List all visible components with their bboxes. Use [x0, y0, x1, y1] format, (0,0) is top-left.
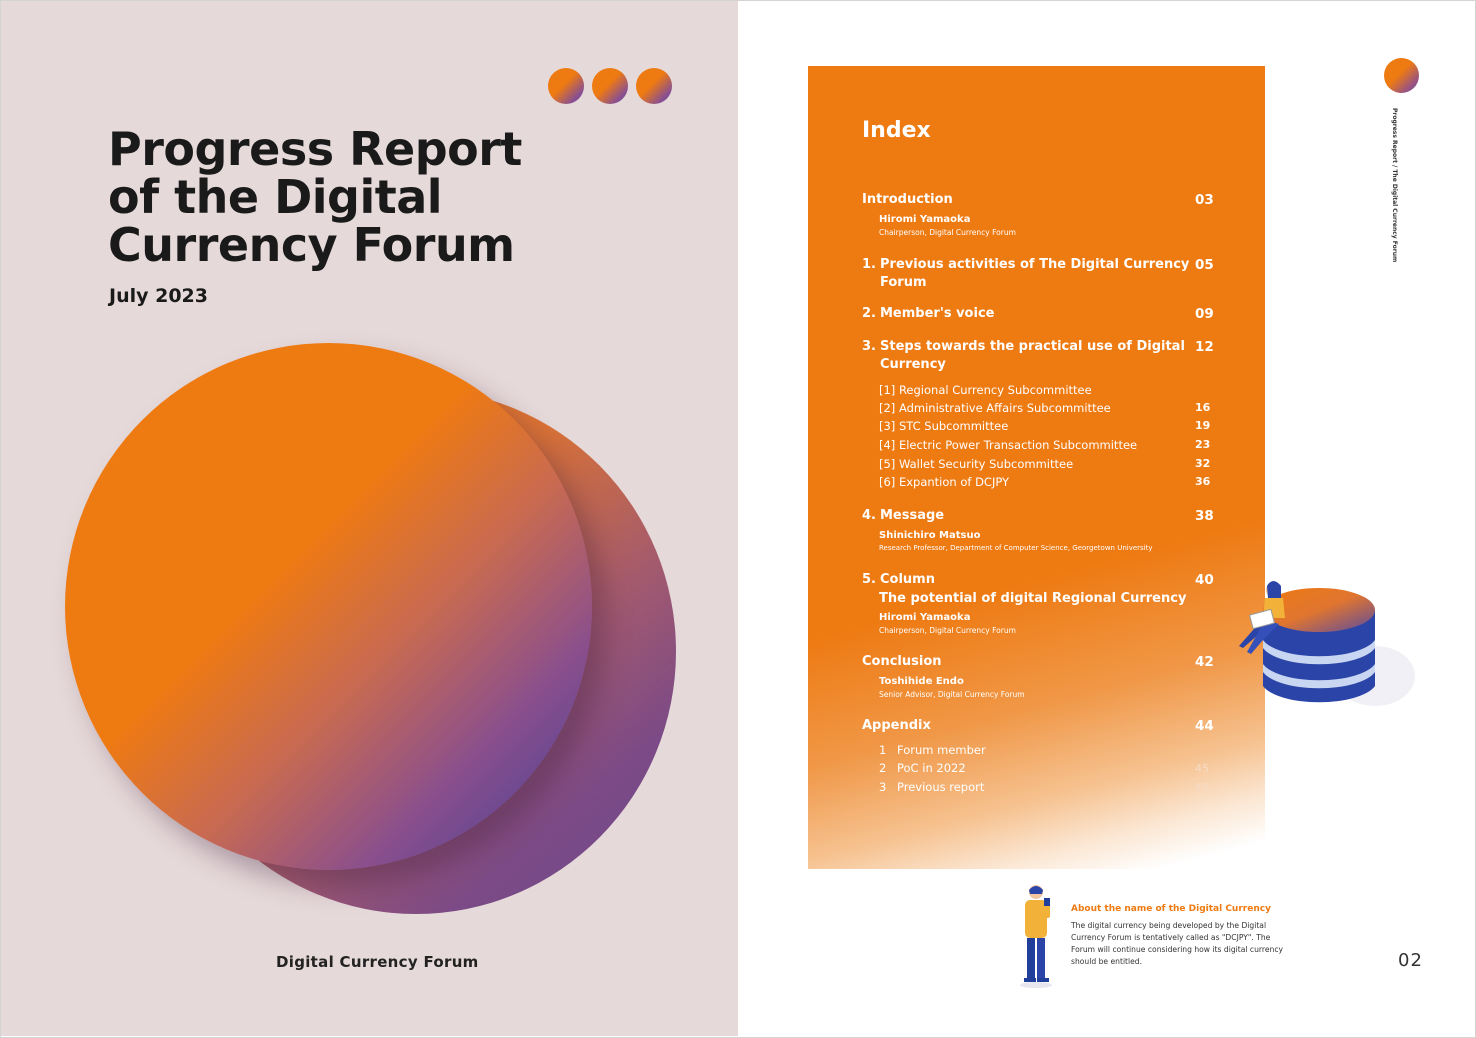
toc-title: Forum — [880, 275, 927, 290]
toc-number: 5. — [862, 572, 876, 587]
toc-page-number: 12 — [1195, 339, 1214, 355]
toc-page-number: 38 — [1195, 508, 1214, 524]
toc-number: 3 — [879, 780, 887, 794]
database-stack-illustration — [1239, 581, 1415, 706]
toc-page-number: 19 — [1195, 419, 1211, 432]
toc-author-block: Toshihide Endo Senior Advisor, Digital C… — [879, 676, 1025, 699]
note-title: About the name of the Digital Currency — [1071, 904, 1271, 914]
cover-title-line: Currency Forum — [108, 218, 515, 272]
toc-subsection[interactable]: [2] Administrative Affairs Subcommittee — [879, 401, 1111, 415]
toc-title: Member's voice — [880, 306, 995, 321]
index-heading: Index — [862, 118, 931, 143]
dot-icon — [592, 68, 628, 104]
toc-page-number: 23 — [1195, 438, 1211, 451]
toc-title: Message — [880, 508, 945, 523]
side-running-title: Progress Report / The Digital Currency F… — [1391, 108, 1398, 263]
toc-page-number: 36 — [1195, 475, 1211, 488]
toc-title: Appendix — [862, 718, 931, 733]
toc-subsection[interactable]: [1] Regional Currency Subcommittee — [879, 383, 1092, 397]
toc-page-number: 44 — [1195, 718, 1214, 734]
toc-section-4[interactable]: 4. Message — [862, 507, 944, 525]
dot-icon — [636, 68, 672, 104]
toc-author-block: Shinichiro Matsuo Research Professor, De… — [879, 530, 1153, 552]
dot-icon — [548, 68, 584, 104]
toc-appendix-item[interactable]: 3 Previous report — [879, 780, 984, 794]
side-dot-icon — [1384, 58, 1419, 93]
toc-number: 2. — [862, 306, 876, 321]
toc-page-number: 03 — [1195, 192, 1214, 208]
toc-section-1[interactable]: 1. Previous activities of The Digital Cur… — [862, 256, 1189, 292]
toc-number: 1. — [862, 257, 876, 272]
toc-appendix-item[interactable]: 2 PoC in 2022 — [879, 761, 966, 775]
toc-number: 3. — [862, 339, 876, 354]
toc-title: Steps towards the practical use of Digit… — [880, 339, 1185, 354]
toc-page-number: 16 — [1195, 401, 1211, 414]
toc-appendix[interactable]: Appendix — [862, 717, 931, 735]
toc-section-3[interactable]: 3. Steps towards the practical use of Dig… — [862, 338, 1185, 374]
toc-page-number: 05 — [1195, 257, 1214, 273]
cover-date: July 2023 — [109, 285, 208, 307]
toc-page-number: 32 — [1195, 457, 1211, 470]
toc-page-number: 45 — [1195, 762, 1209, 775]
page-number: 02 — [1398, 950, 1423, 971]
toc-page-number: 48 — [1195, 781, 1209, 794]
toc-role: Chairperson, Digital Currency Forum — [879, 228, 1016, 237]
toc-title: Introduction — [862, 192, 953, 207]
toc-title: Conclusion — [862, 654, 942, 669]
cover-organization: Digital Currency Forum — [276, 953, 479, 971]
decorative-dots — [548, 68, 673, 104]
toc-section-5[interactable]: 5. Column The potential of digital Region… — [862, 571, 1186, 608]
cover-title-line: of the Digital — [108, 170, 443, 224]
toc-author-block: Hiromi Yamaoka Chairperson, Digital Curr… — [879, 612, 1016, 635]
toc-author-block: Hiromi Yamaoka Chairperson, Digital Curr… — [879, 214, 1016, 237]
toc-role: Research Professor, Department of Comput… — [879, 544, 1153, 552]
toc-author: Hiromi Yamaoka — [879, 612, 971, 623]
toc-page-number: 40 — [1195, 572, 1214, 588]
toc-introduction[interactable]: Introduction — [862, 191, 953, 209]
cover-page: Progress Report of the Digital Currency … — [1, 1, 738, 1036]
toc-conclusion[interactable]: Conclusion — [862, 653, 942, 671]
toc-page-number: 42 — [1195, 654, 1214, 670]
toc-role: Chairperson, Digital Currency Forum — [879, 626, 1016, 635]
toc-subsection[interactable]: [5] Wallet Security Subcommittee — [879, 457, 1074, 471]
toc-title: Previous activities of The Digital Curre… — [880, 257, 1190, 272]
toc-title: Currency — [880, 357, 946, 372]
toc-page-number: 09 — [1195, 306, 1214, 322]
index-panel — [808, 66, 1265, 869]
toc-section-2[interactable]: 2. Member's voice — [862, 305, 994, 323]
toc-subsection[interactable]: [3] STC Subcommittee — [879, 419, 1009, 433]
toc-number: 1 — [879, 743, 887, 757]
front-circle-graphic — [65, 343, 592, 870]
cover-title-line: Progress Report — [108, 122, 522, 176]
standing-person-illustration — [1020, 885, 1052, 988]
toc-subtitle: The potential of digital Regional Curren… — [879, 591, 1187, 606]
toc-subsection[interactable]: [6] Expantion of DCJPY — [879, 475, 1010, 489]
toc-title: Column — [880, 572, 935, 587]
toc-number: 2 — [879, 761, 887, 775]
toc-subsection-label: Previous report — [897, 780, 985, 794]
cover-title: Progress Report of the Digital Currency … — [108, 125, 668, 269]
toc-role: Senior Advisor, Digital Currency Forum — [879, 690, 1025, 699]
note-text: The digital currency being developed by … — [1071, 921, 1283, 966]
toc-number: 4. — [862, 508, 876, 523]
toc-subsection[interactable]: [4] Electric Power Transaction Subcommit… — [879, 438, 1138, 452]
toc-subsection-label: PoC in 2022 — [897, 761, 966, 775]
toc-appendix-item[interactable]: 1 Forum member — [879, 743, 986, 757]
toc-author: Shinichiro Matsuo — [879, 530, 981, 541]
toc-author: Toshihide Endo — [879, 676, 964, 687]
toc-subsection-label: Forum member — [897, 743, 986, 757]
toc-author: Hiromi Yamaoka — [879, 214, 971, 225]
